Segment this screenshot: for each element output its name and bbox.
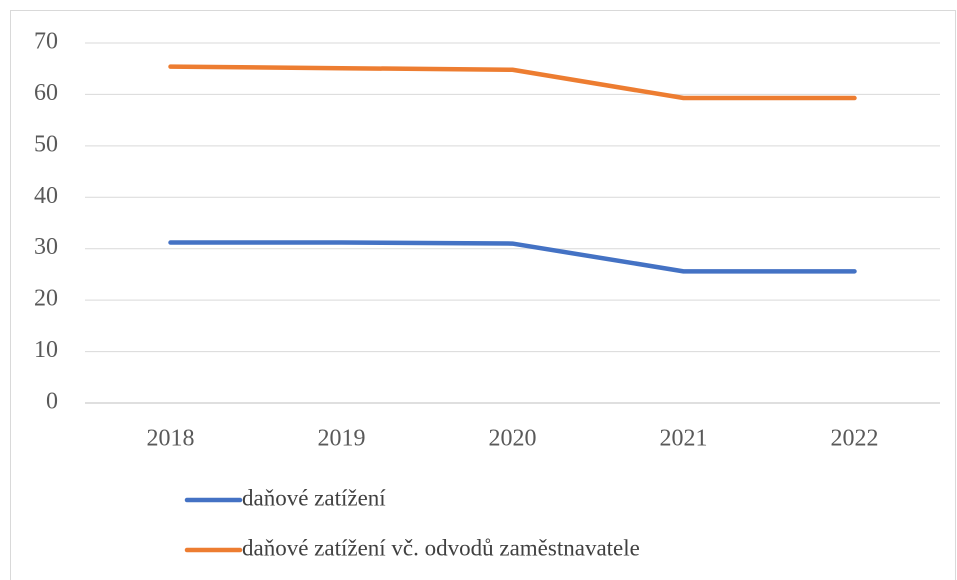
y-tick-label: 70: [34, 29, 58, 55]
data-line: [168, 64, 857, 101]
chart-frame: [10, 10, 956, 580]
y-tick-label: 60: [34, 80, 58, 106]
y-tick-label: 10: [34, 337, 58, 363]
x-tick-label: 2021: [660, 426, 708, 452]
y-tick-label: 0: [46, 389, 58, 415]
y-tick-label: 30: [34, 234, 58, 260]
x-tick-label: 2018: [147, 426, 195, 452]
y-tick-label: 40: [34, 183, 58, 209]
x-tick-label: 2020: [489, 426, 537, 452]
y-tick-label: 20: [34, 286, 58, 312]
y-tick-label: 50: [34, 131, 58, 157]
legend-label: daňové zatížení: [242, 485, 386, 510]
x-tick-label: 2022: [831, 426, 879, 452]
legend-label: daňové zatížení vč. odvodů zaměstnavatel…: [242, 535, 640, 560]
data-line: [168, 240, 857, 274]
x-tick-label: 2019: [318, 426, 366, 452]
